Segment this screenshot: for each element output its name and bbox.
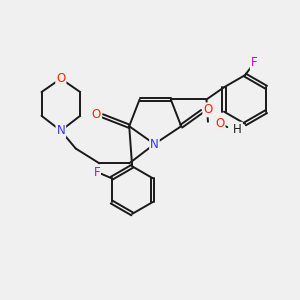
Text: O: O (92, 108, 101, 121)
Text: N: N (56, 124, 65, 137)
Text: O: O (215, 117, 225, 130)
Text: F: F (251, 56, 257, 69)
Text: N: N (150, 138, 159, 151)
Text: H: H (233, 123, 242, 136)
Text: O: O (56, 72, 65, 85)
Text: O: O (203, 103, 213, 116)
Text: F: F (93, 166, 100, 179)
